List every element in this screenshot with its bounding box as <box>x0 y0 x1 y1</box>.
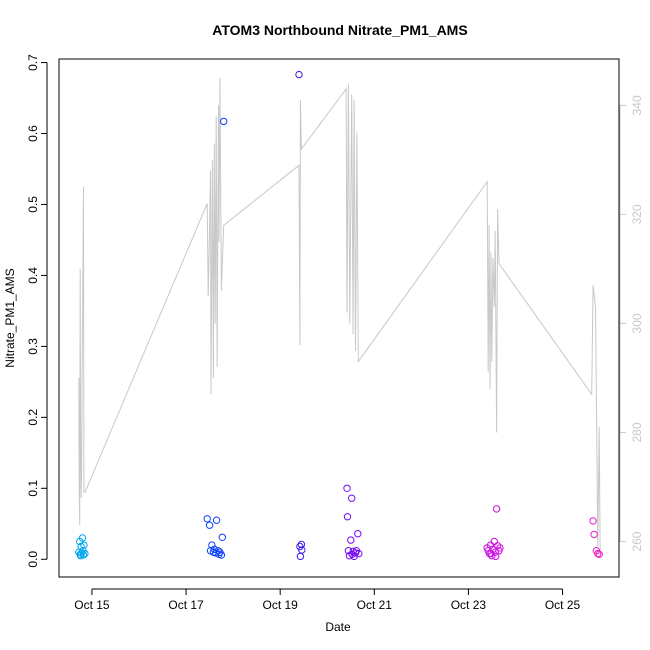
data-point <box>347 536 355 544</box>
data-point <box>354 530 362 538</box>
y2-tick-label: 340 <box>630 95 644 115</box>
data-point <box>355 549 363 558</box>
data-point <box>295 70 303 79</box>
secondary-series-line <box>78 78 601 558</box>
x-tick-label: Oct 19 <box>262 598 298 612</box>
x-tick-label: Oct 25 <box>545 598 581 612</box>
y2-tick-label: 260 <box>630 531 644 551</box>
data-point <box>79 551 88 559</box>
x-tick-label: Oct 21 <box>357 598 393 612</box>
y-axis: 0.0 0.1 0.2 0.3 0.4 0.5 0.6 0.7 <box>26 54 48 568</box>
data-point <box>595 550 603 558</box>
x-tick-label: Oct 17 <box>168 598 204 612</box>
data-point <box>298 546 306 554</box>
y-tick-label: 0.1 <box>26 480 40 497</box>
data-point <box>296 542 304 551</box>
points-layer <box>75 70 603 561</box>
data-point <box>492 505 501 513</box>
chart-title: ATOM3 Northbound Nitrate_PM1_AMS <box>212 22 467 38</box>
y2-axis: 260 280 300 320 340 <box>619 95 644 552</box>
data-point <box>496 544 504 552</box>
data-point <box>492 552 500 561</box>
plot-frame <box>58 58 620 578</box>
y-tick-label: 0.4 <box>26 267 40 284</box>
data-point <box>348 494 356 502</box>
data-point <box>491 548 499 556</box>
data-point <box>343 513 352 521</box>
secondary-line-layer <box>78 78 601 558</box>
y-axis-label: Nitrate_PM1_AMS <box>3 268 17 367</box>
x-axis: Oct 15 Oct 17 Oct 19 Oct 21 Oct 23 Oct 25 <box>74 588 581 612</box>
data-point <box>208 541 216 549</box>
y-tick-label: 0.5 <box>26 196 40 213</box>
y-tick-label: 0.2 <box>26 409 40 426</box>
data-point <box>493 542 502 550</box>
x-tick-label: Oct 23 <box>451 598 487 612</box>
data-point <box>205 521 214 529</box>
y2-tick-label: 300 <box>630 313 644 333</box>
data-point <box>79 547 87 555</box>
data-point <box>80 541 88 549</box>
y2-tick-label: 320 <box>630 204 644 224</box>
data-point <box>78 534 87 542</box>
y-tick-label: 0.3 <box>26 338 40 355</box>
y-tick-label: 0.0 <box>26 551 40 568</box>
y2-tick-label: 280 <box>630 422 644 442</box>
data-point <box>590 530 598 539</box>
x-tick-label: Oct 15 <box>74 598 110 612</box>
x-axis-label: Date <box>325 620 351 634</box>
data-point <box>217 551 226 559</box>
data-point <box>343 484 351 492</box>
data-point <box>220 117 228 126</box>
data-point <box>490 537 498 546</box>
data-point <box>218 533 227 541</box>
data-point <box>210 545 219 553</box>
data-point <box>296 552 305 561</box>
data-point <box>203 515 211 523</box>
data-point <box>589 517 597 525</box>
data-point <box>297 540 306 549</box>
y-tick-label: 0.7 <box>26 54 40 71</box>
y-tick-label: 0.6 <box>26 125 40 142</box>
data-point <box>212 516 221 524</box>
